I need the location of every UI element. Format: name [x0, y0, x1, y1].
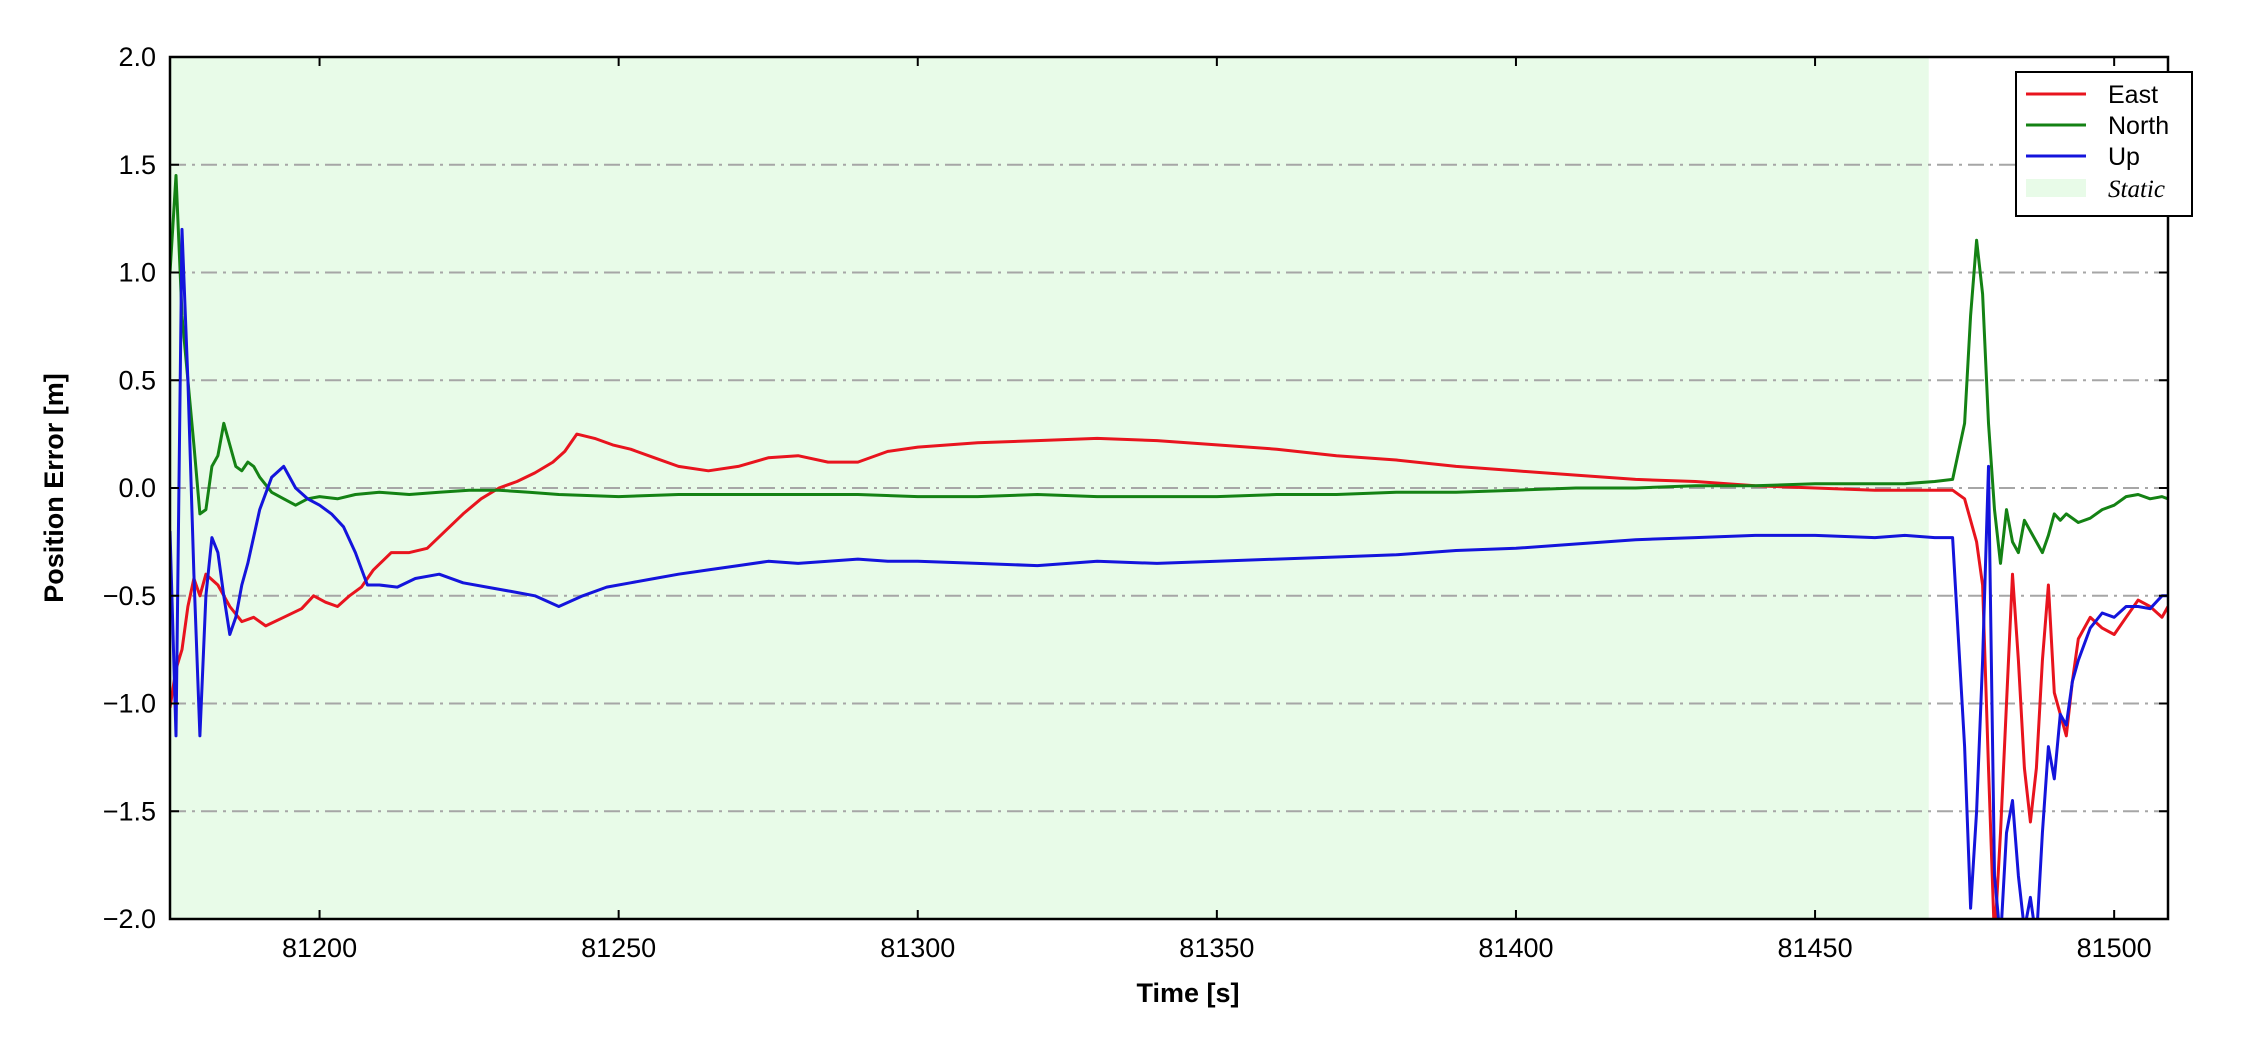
- legend: East North Up Static: [2015, 71, 2193, 217]
- x-tick-label: 81350: [1179, 933, 1254, 963]
- legend-label-up: Up: [2108, 143, 2140, 171]
- x-tick-label: 81400: [1478, 933, 1553, 963]
- y-tick-label: 1.5: [118, 150, 156, 180]
- tick-labels: 81200 81250 81300 81350 81400 81450 81500 −2.0 −…: [103, 42, 2152, 963]
- y-tick-label: 2.0: [118, 42, 156, 72]
- y-tick-label: −2.0: [103, 904, 156, 934]
- series-line-north: [170, 174, 2168, 565]
- y-tick-label: −1.5: [103, 796, 156, 826]
- legend-label-static: Static: [2108, 176, 2165, 203]
- y-tick-label: 1.0: [118, 258, 156, 288]
- y-tick-label: 0.0: [118, 473, 156, 503]
- x-tick-label: 81450: [1778, 933, 1853, 963]
- x-tick-label: 81200: [282, 933, 357, 963]
- y-tick-label: 0.5: [118, 365, 156, 395]
- series-line-east: [170, 432, 2168, 919]
- x-axis-title: Time [s]: [1136, 978, 1239, 1008]
- x-tick-label: 81500: [2077, 933, 2152, 963]
- plot-lines: [170, 174, 2168, 919]
- x-tick-label: 81300: [880, 933, 955, 963]
- legend-label-north: North: [2108, 112, 2169, 140]
- legend-swatch-static: [2026, 179, 2086, 197]
- y-tick-label: −0.5: [103, 581, 156, 611]
- x-tick-label: 81250: [581, 933, 656, 963]
- ticks: [170, 56, 2168, 920]
- series-line-up: [170, 227, 2168, 919]
- legend-label-east: East: [2108, 81, 2158, 109]
- y-axis-title: Position Error [m]: [39, 373, 69, 603]
- y-tick-label: −1.0: [103, 689, 156, 719]
